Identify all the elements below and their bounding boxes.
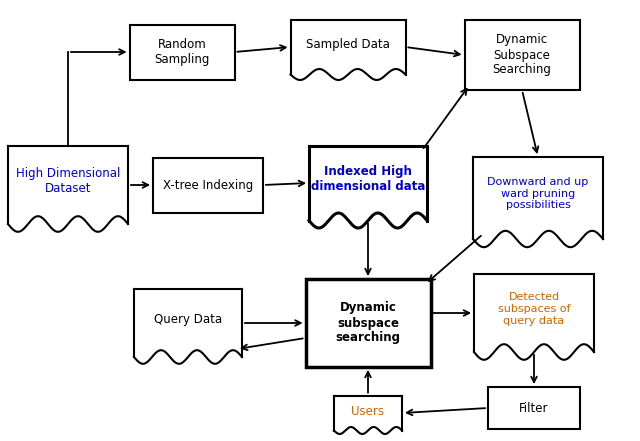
Polygon shape	[474, 344, 594, 360]
Polygon shape	[291, 69, 406, 80]
Text: Query Data: Query Data	[154, 313, 222, 326]
Bar	[134, 289, 242, 357]
Text: Filter: Filter	[519, 401, 548, 415]
Text: Random
Sampling: Random Sampling	[154, 38, 210, 66]
Bar	[474, 274, 594, 352]
Bar	[465, 20, 579, 90]
Polygon shape	[309, 213, 427, 228]
Polygon shape	[334, 427, 402, 434]
Bar	[334, 396, 402, 430]
Text: X-tree Indexing: X-tree Indexing	[163, 179, 253, 191]
Text: Sampled Data: Sampled Data	[306, 38, 390, 51]
Bar	[8, 146, 128, 224]
Text: Detected
subspaces of
query data: Detected subspaces of query data	[498, 292, 570, 326]
Bar	[291, 19, 406, 75]
Bar	[473, 157, 603, 239]
Text: High Dimensional
Dataset: High Dimensional Dataset	[16, 167, 120, 195]
Polygon shape	[8, 216, 128, 232]
Bar	[309, 146, 427, 220]
Text: Dynamic
Subspace
Searching: Dynamic Subspace Searching	[493, 34, 552, 76]
Text: Dynamic
subspace
searching: Dynamic subspace searching	[335, 302, 401, 344]
Bar	[153, 157, 263, 213]
Bar	[129, 25, 234, 79]
Text: Downward and up
ward pruning
possibilities: Downward and up ward pruning possibiliti…	[488, 177, 589, 210]
Polygon shape	[473, 231, 603, 247]
Bar	[488, 387, 580, 429]
Text: Users: Users	[351, 405, 385, 418]
Text: Indexed High
dimensional data: Indexed High dimensional data	[311, 165, 425, 193]
Bar	[305, 279, 431, 367]
Polygon shape	[134, 350, 242, 364]
